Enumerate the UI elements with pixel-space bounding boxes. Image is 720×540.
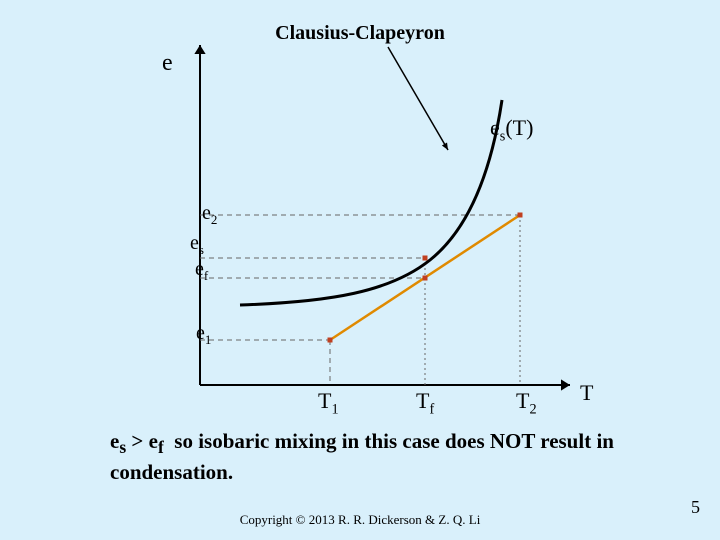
page-number: 5	[691, 497, 700, 518]
chart-area: Clausius-Clapeyron eTes(T)e2esefe1T1TfT2	[0, 0, 720, 430]
y-tick-label-0: e2	[202, 202, 217, 228]
copyright-text: Copyright © 2013 R. R. Dickerson & Z. Q.…	[0, 512, 720, 528]
x-axis-label: T	[580, 380, 593, 406]
chart-svg	[0, 0, 720, 430]
y-axis-label: e	[162, 50, 173, 77]
y-tick-label-3: e1	[196, 322, 211, 348]
x-tick-label-2: T2	[516, 388, 537, 418]
y-tick-label-2: ef	[195, 258, 208, 284]
curve-label: es(T)	[490, 115, 533, 145]
y-tick-label-1: es	[190, 232, 204, 258]
x-tick-label-0: T1	[318, 388, 339, 418]
x-tick-label-1: Tf	[416, 388, 434, 418]
caption-text: es > ef so isobaric mixing in this case …	[110, 428, 630, 485]
